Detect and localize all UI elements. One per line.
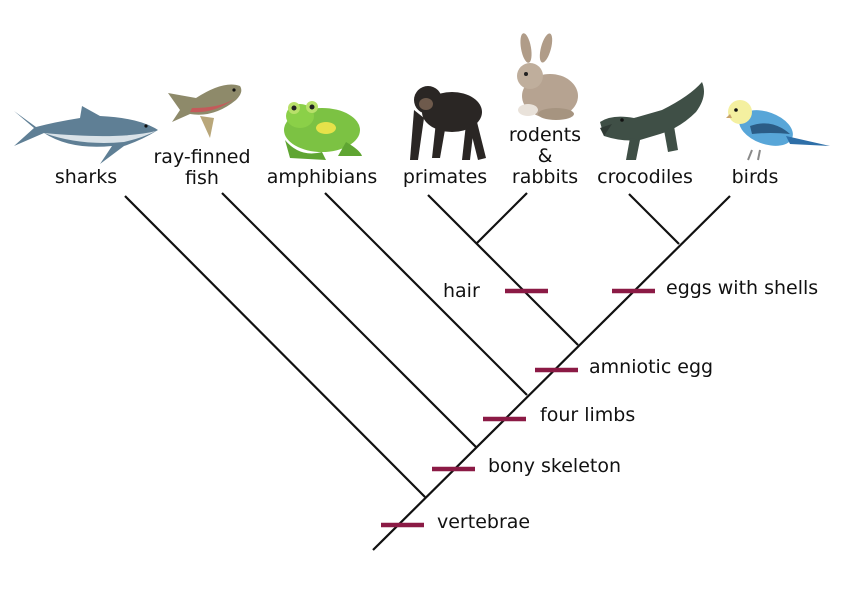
taxon-label-sharks: sharks (54, 166, 118, 188)
bird-icon (726, 100, 830, 161)
trait-label-vertebrae: vertebrae (437, 511, 531, 533)
branches (124, 192, 731, 551)
branch-amphibians (324, 192, 528, 396)
branch-rodents-rabbits (476, 192, 528, 244)
trait-label-hair: hair (443, 280, 480, 302)
branch-crocodiles (628, 193, 680, 245)
branch-sharks (124, 195, 426, 498)
taxon-label-crocodiles: crocodiles (597, 166, 693, 188)
trait-markers (381, 288, 655, 528)
shark-icon (14, 106, 158, 164)
branch-ray-finned-fish (221, 192, 477, 448)
main-trunk (372, 195, 731, 551)
chimpanzee-icon (410, 86, 486, 160)
branch-mammals (427, 194, 579, 346)
taxon-label-rodents-rabbits: rodents & rabbits (508, 124, 582, 188)
taxon-label-birds: birds (731, 166, 779, 188)
trait-label-four-limbs: four limbs (540, 404, 636, 426)
taxon-label-primates: primates (402, 166, 488, 188)
rabbit-icon (517, 33, 578, 120)
trait-label-amniotic-egg: amniotic egg (589, 356, 714, 378)
trait-label-eggs-with-shells: eggs with shells (666, 277, 819, 299)
crocodile-icon (600, 82, 704, 160)
frog-icon (284, 101, 362, 160)
taxon-label-amphibians: amphibians (266, 166, 378, 188)
fish-icon (168, 84, 242, 138)
taxon-label-ray-finned-fish: ray-finned fish (153, 146, 251, 189)
trait-label-bony-skeleton: bony skeleton (488, 455, 622, 477)
